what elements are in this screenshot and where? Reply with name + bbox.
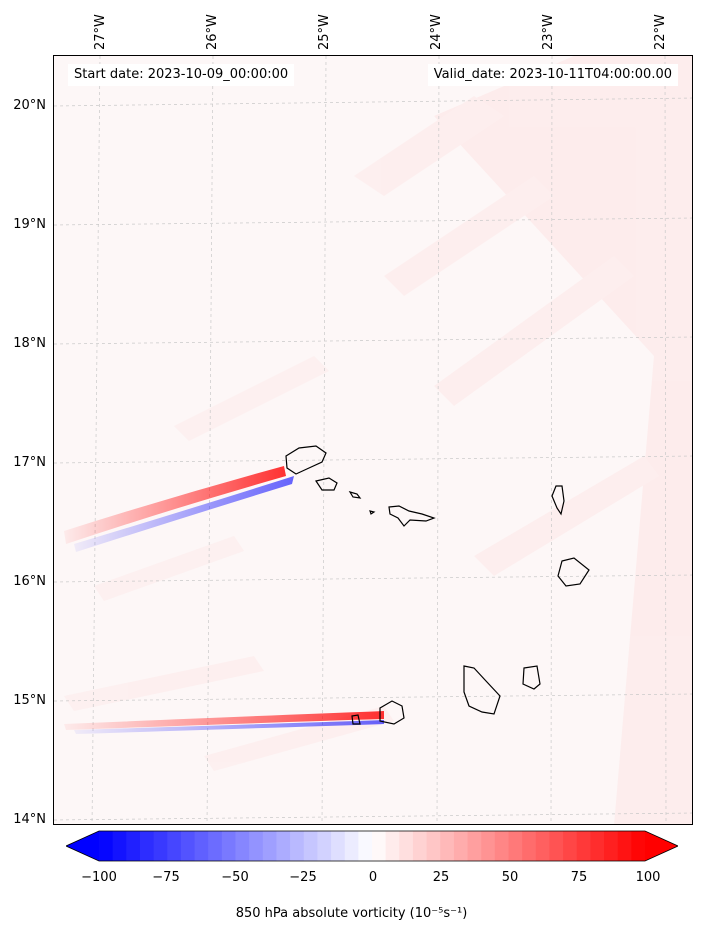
colorbar-bin [153, 831, 168, 861]
colorbar-bin [303, 831, 318, 861]
colorbar-bin [631, 831, 646, 861]
lon-label: 22°W [653, 14, 668, 50]
colorbar-bin [99, 831, 114, 861]
colorbar-bin [494, 831, 509, 861]
colorbar-bin [194, 831, 209, 861]
colorbar-bin [221, 831, 236, 861]
island-wake-south [64, 711, 384, 734]
island-sao-nicolau [388, 505, 436, 527]
colorbar-bin [235, 831, 250, 861]
colorbar-tick: −100 [81, 870, 117, 885]
colorbar [66, 830, 678, 862]
lat-label: 15°N [13, 693, 46, 708]
island-brava [351, 714, 361, 725]
colorbar-tick: 100 [635, 870, 661, 885]
map-canvas [54, 56, 692, 824]
island-santa-luzia [348, 491, 362, 499]
colorbar-bin [590, 831, 605, 861]
colorbar-bin [358, 831, 373, 861]
colorbar-bin [399, 831, 414, 861]
graticule [54, 56, 692, 824]
valid-date-label: Valid_date: 2023-10-11T04:00:00.00 [427, 64, 678, 86]
island-santo-antao [285, 445, 327, 475]
lat-label: 17°N [13, 455, 46, 470]
colorbar-bin [290, 831, 305, 861]
colorbar-bin [180, 831, 196, 861]
colorbar-label: 850 hPa absolute vorticity (10⁻⁵s⁻¹) [235, 906, 468, 921]
island-sao-vicente [315, 477, 338, 491]
colorbar-bin [549, 831, 564, 861]
colorbar-tick: 75 [570, 870, 588, 885]
colorbar-bin [139, 831, 155, 861]
colorbar-bin [385, 831, 400, 861]
island-sal [551, 485, 565, 516]
colorbar-bin [535, 831, 550, 861]
colorbar-bin [522, 831, 537, 861]
island-boa-vista [557, 557, 590, 587]
colorbar-tick: −25 [289, 870, 317, 885]
colorbar-tick: 50 [501, 870, 519, 885]
colorbar-bin [563, 831, 578, 861]
colorbar-bin [508, 831, 523, 861]
lon-label: 23°W [541, 14, 556, 50]
lon-label: 26°W [205, 14, 220, 50]
colorbar-bin [372, 831, 387, 861]
colorbar-tick: −50 [221, 870, 249, 885]
lon-label: 25°W [317, 14, 332, 50]
colorbar-bin [412, 831, 428, 861]
lat-label: 18°N [13, 336, 46, 351]
lon-label: 24°W [429, 14, 444, 50]
colorbar-extend-min [66, 831, 99, 861]
coastlines [285, 445, 590, 725]
colorbar-bin [481, 831, 496, 861]
colorbar-bin [331, 831, 346, 861]
map-panel: Start date: 2023-10-09_00:00:00 Valid_da… [53, 55, 693, 825]
lat-label: 16°N [13, 574, 46, 589]
island-maio [522, 665, 541, 690]
colorbar-bin [112, 831, 127, 861]
colorbar-tick: 0 [368, 870, 378, 885]
colorbar-bin [167, 831, 182, 861]
colorbar-bin [317, 831, 332, 861]
colorbar-tick: −75 [152, 870, 180, 885]
lat-label: 14°N [13, 812, 46, 827]
colorbar-bin [249, 831, 264, 861]
colorbar-bin [467, 831, 482, 861]
vorticity-field [64, 56, 692, 824]
colorbar-bin [344, 831, 359, 861]
colorbar-bin [604, 831, 619, 861]
island-santiago [463, 665, 501, 715]
colorbar-tick: 25 [432, 870, 450, 885]
island-branco [369, 510, 376, 515]
colorbar-bin [576, 831, 591, 861]
lat-label: 20°N [13, 98, 46, 113]
colorbar-extend-max [645, 831, 678, 861]
lat-label: 19°N [13, 217, 46, 232]
colorbar-bin [440, 831, 455, 861]
colorbar-bin [426, 831, 441, 861]
island-fogo [379, 700, 405, 725]
colorbar-bin [276, 831, 291, 861]
colorbar-outline [66, 830, 678, 862]
start-date-label: Start date: 2023-10-09_00:00:00 [68, 64, 295, 86]
colorbar-bin [208, 831, 223, 861]
colorbar-bin [126, 831, 141, 861]
lon-label: 27°W [93, 14, 108, 50]
colorbar-bin [453, 831, 469, 861]
island-wake-north [64, 466, 294, 552]
colorbar-bin [617, 831, 632, 861]
colorbar-bin [262, 831, 277, 861]
